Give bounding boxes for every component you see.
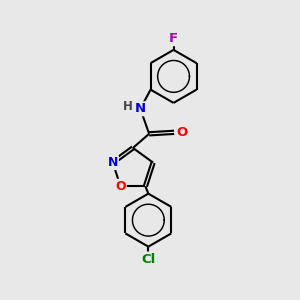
Text: O: O bbox=[176, 126, 187, 139]
Text: F: F bbox=[169, 32, 178, 45]
Text: H: H bbox=[123, 100, 133, 113]
Text: N: N bbox=[135, 102, 146, 115]
Text: O: O bbox=[115, 180, 126, 193]
Text: Cl: Cl bbox=[141, 253, 155, 266]
Text: N: N bbox=[108, 156, 118, 169]
